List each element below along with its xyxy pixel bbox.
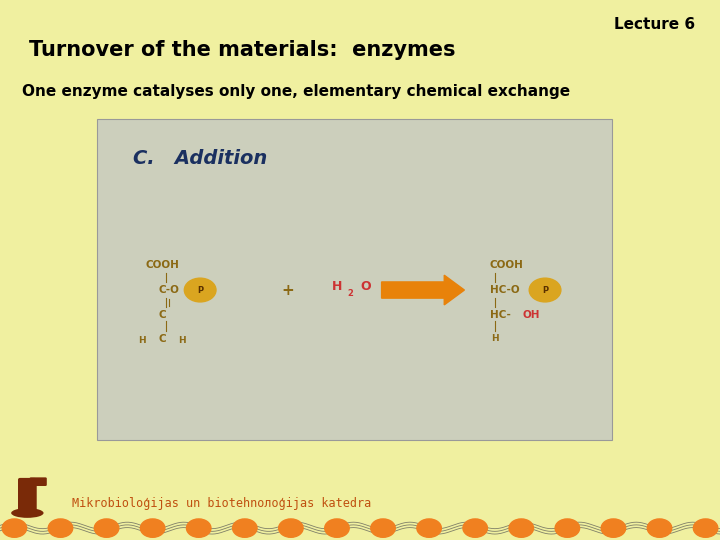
Text: C.   Addition: C. Addition: [133, 148, 267, 167]
Circle shape: [417, 519, 441, 537]
Text: HC-O: HC-O: [490, 285, 519, 295]
Circle shape: [140, 519, 165, 537]
Circle shape: [371, 519, 395, 537]
Text: Lecture 6: Lecture 6: [613, 17, 695, 32]
Text: H: H: [492, 334, 499, 343]
FancyBboxPatch shape: [30, 477, 47, 486]
Circle shape: [48, 519, 73, 537]
Circle shape: [463, 519, 487, 537]
Circle shape: [509, 519, 534, 537]
Text: 2: 2: [348, 289, 354, 298]
FancyBboxPatch shape: [97, 119, 612, 440]
Text: HC-: HC-: [490, 310, 510, 320]
Circle shape: [2, 519, 27, 537]
Circle shape: [555, 519, 580, 537]
Text: OH: OH: [522, 310, 539, 320]
Text: H: H: [332, 280, 342, 293]
FancyArrow shape: [382, 275, 464, 305]
Circle shape: [325, 519, 349, 537]
Text: One enzyme catalyses only one, elementary chemical exchange: One enzyme catalyses only one, elementar…: [22, 84, 570, 99]
Circle shape: [184, 278, 216, 302]
Text: P: P: [197, 286, 203, 294]
Text: +: +: [282, 282, 294, 298]
Text: COOH: COOH: [490, 260, 523, 269]
Text: O: O: [361, 280, 372, 293]
Circle shape: [94, 519, 119, 537]
Text: Mikrobioloģijas un biotehnoлоģijas katedra: Mikrobioloģijas un biotehnoлоģijas kated…: [72, 497, 372, 510]
Text: C-O: C-O: [158, 285, 179, 295]
Circle shape: [233, 519, 257, 537]
Text: H: H: [138, 336, 145, 345]
Circle shape: [279, 519, 303, 537]
Text: COOH: COOH: [145, 260, 179, 269]
Text: C: C: [158, 334, 166, 343]
FancyBboxPatch shape: [18, 478, 37, 511]
Circle shape: [186, 519, 211, 537]
Text: P: P: [542, 286, 548, 294]
Text: H: H: [179, 336, 186, 345]
Circle shape: [601, 519, 626, 537]
Ellipse shape: [12, 508, 44, 518]
Circle shape: [647, 519, 672, 537]
Text: Turnover of the materials:  enzymes: Turnover of the materials: enzymes: [29, 40, 455, 60]
Circle shape: [529, 278, 561, 302]
Circle shape: [693, 519, 718, 537]
Text: C: C: [158, 310, 166, 320]
